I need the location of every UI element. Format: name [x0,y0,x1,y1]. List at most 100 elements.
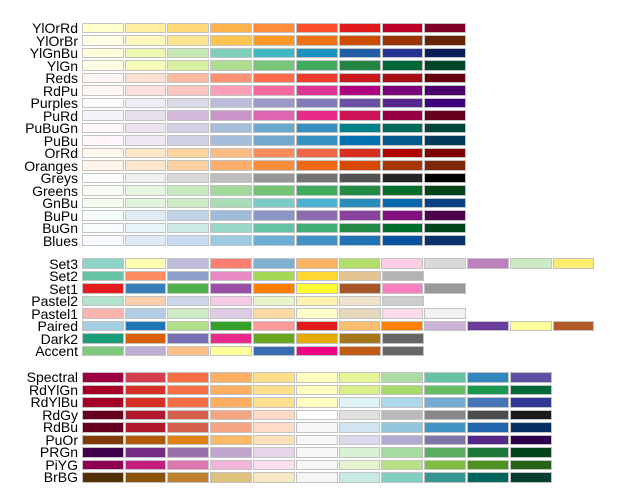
color-swatch [253,60,295,71]
color-swatch [424,185,467,196]
palette-label: PuBuGn [25,120,78,137]
palette-strip [81,320,595,332]
color-swatch [381,283,424,294]
palette-row-OrRd: OrRd [0,146,625,160]
color-swatch [81,447,124,458]
color-swatch [124,472,167,483]
color-swatch [124,270,167,282]
color-swatch [210,372,252,383]
color-swatch [253,283,295,294]
color-swatch [210,434,252,446]
palette-row-Greens: Greens [0,184,625,198]
color-swatch [381,210,424,221]
color-swatch [124,459,167,471]
color-swatch [253,22,295,34]
color-swatch [167,333,210,344]
palette-label: RdGy [42,406,78,423]
color-swatch [467,447,509,458]
color-swatch [253,270,295,282]
color-swatch [124,197,167,209]
color-swatch [338,135,381,146]
palette-row-Dark2: Dark2 [0,332,625,346]
color-swatch [167,197,210,209]
color-swatch [381,22,424,34]
color-swatch [338,47,381,59]
palette-row-PRGn: PRGn [0,445,625,459]
color-swatch [167,47,210,59]
color-swatch [167,160,210,171]
color-swatch [253,85,295,96]
color-swatch [124,447,167,458]
palette-strip [81,384,552,396]
color-swatch [81,345,124,357]
color-swatch [467,422,509,433]
palette-label: Paired [37,318,78,335]
palette-row-BrBG: BrBG [0,470,625,484]
color-swatch [381,197,424,209]
color-swatch [253,345,295,357]
palette-label: Oranges [24,157,78,174]
palette-strip [81,447,552,458]
color-swatch [338,72,381,84]
color-swatch [210,258,252,269]
color-swatch [81,172,124,184]
color-swatch [124,110,167,121]
color-swatch [210,197,253,209]
color-swatch [167,345,210,357]
palette-row-BuPu: BuPu [0,209,625,223]
palette-strip [81,270,424,282]
color-swatch [124,135,167,146]
color-swatch [381,270,424,282]
color-swatch [81,110,124,121]
color-swatch [124,384,167,396]
color-swatch [253,295,295,307]
palette-strip [81,434,552,446]
color-swatch [467,434,509,446]
color-swatch [124,222,167,234]
color-swatch [210,72,253,84]
color-swatch [81,147,124,159]
color-swatch [167,122,210,134]
color-swatch [124,60,167,71]
color-swatch [253,197,295,209]
color-swatch [295,472,338,483]
color-swatch [381,397,424,408]
color-swatch [81,283,124,294]
color-swatch [295,160,338,171]
color-swatch [424,60,467,71]
color-swatch [252,409,295,421]
color-swatch [81,320,124,332]
color-swatch [210,22,253,34]
color-swatch [295,185,338,196]
color-swatch [295,320,338,332]
color-swatch [167,434,210,446]
color-swatch [124,409,167,421]
color-swatch [253,135,295,146]
color-swatch [210,422,252,433]
color-swatch [295,72,338,84]
color-swatch [210,147,253,159]
color-swatch [509,384,552,396]
palette-strip [81,372,552,383]
color-swatch [81,97,124,109]
palette-row-YlOrRd: YlOrRd [0,21,625,35]
palette-label: YlGnBu [29,45,78,62]
color-swatch [338,434,381,446]
color-swatch [424,434,466,446]
palette-strip [81,72,467,84]
color-swatch [338,160,381,171]
color-swatch [124,72,167,84]
color-swatch [381,472,424,483]
color-swatch [381,85,424,96]
palette-row-Spectral: Spectral [0,370,625,384]
palette-strip [81,308,467,319]
color-swatch [295,345,338,357]
color-swatch [210,345,253,357]
color-swatch [295,222,338,234]
color-swatch [253,110,295,121]
color-swatch [210,172,253,184]
color-swatch [210,60,253,71]
palette-label: RdYlBu [30,394,78,411]
color-swatch [81,409,124,421]
color-swatch [295,110,338,121]
